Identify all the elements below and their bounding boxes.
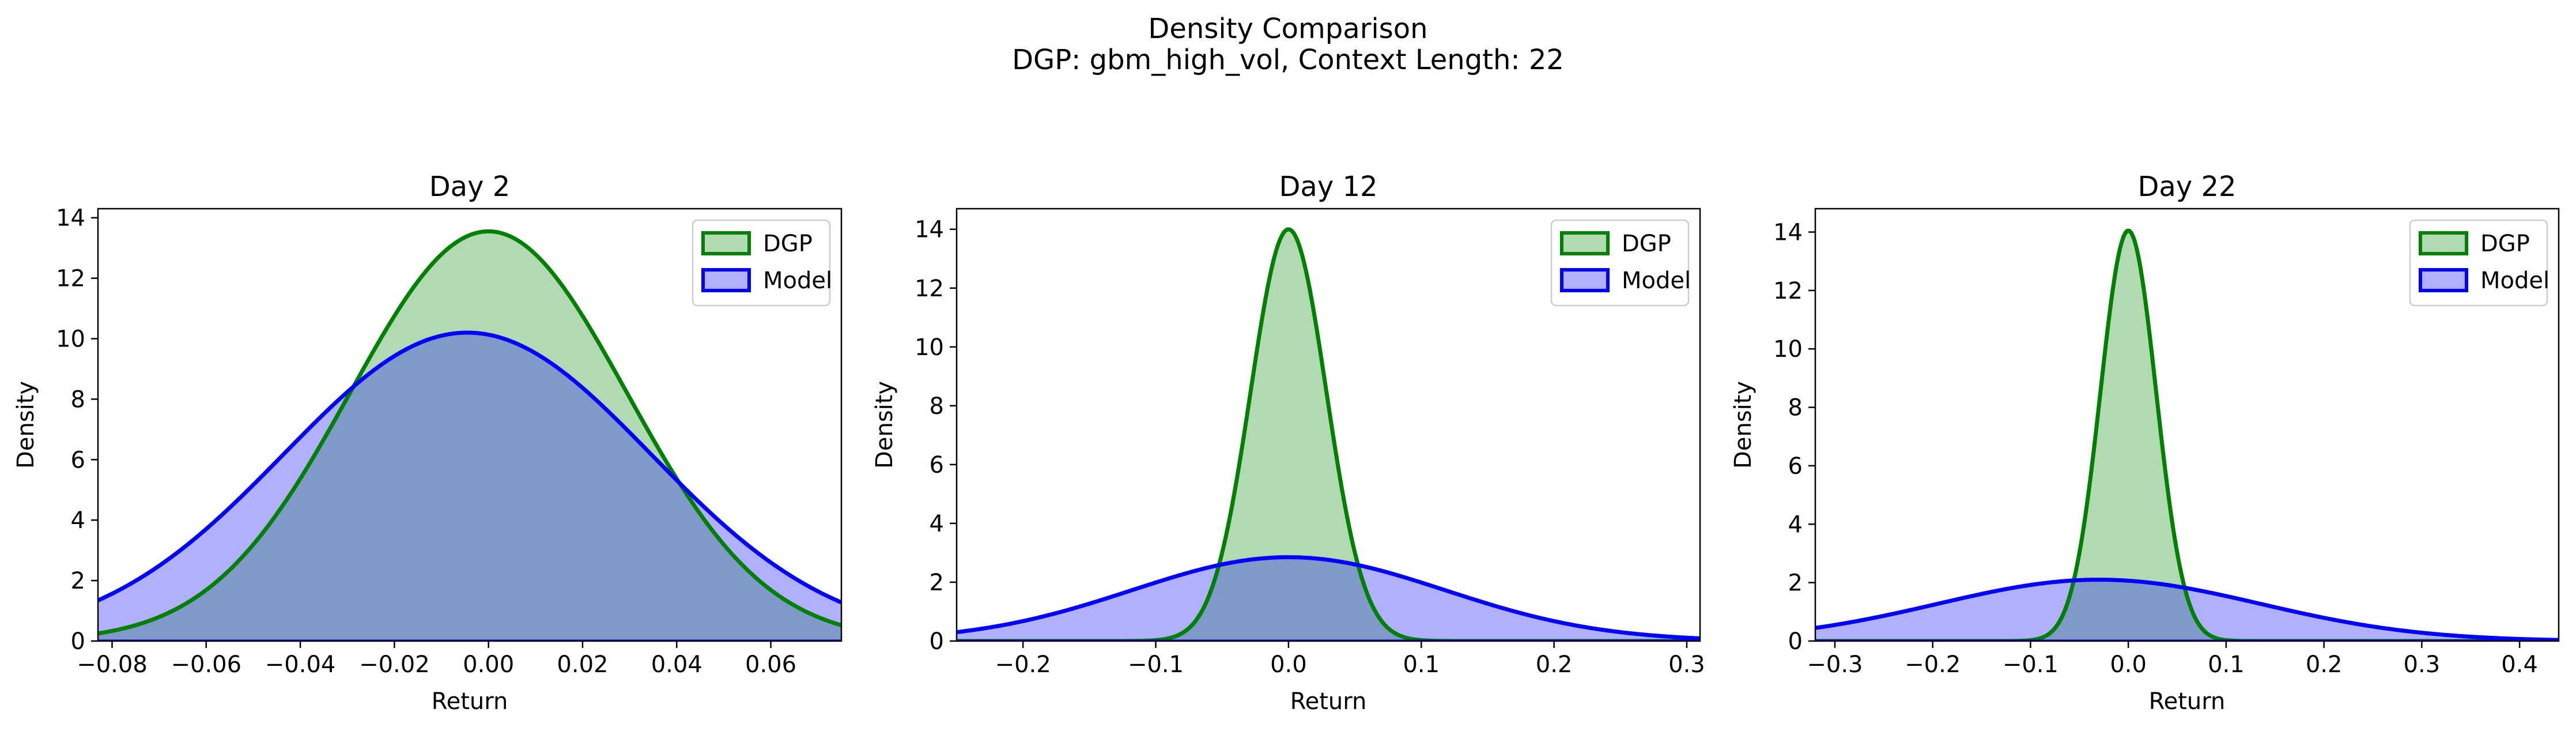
legend-label: DGP <box>2480 231 2530 257</box>
panel-title: Day 22 <box>2137 171 2236 203</box>
x-tick-label: 0.2 <box>2306 651 2343 678</box>
x-tick-label: 0.4 <box>2501 651 2538 678</box>
legend-label: DGP <box>763 231 813 257</box>
x-axis-label: Return <box>2149 688 2226 715</box>
x-tick-label: −0.2 <box>1905 651 1961 678</box>
legend-swatch <box>1560 231 1610 255</box>
panel-title: Day 12 <box>1279 171 1377 203</box>
y-tick-label: 14 <box>1773 220 1803 246</box>
overlap-area <box>98 333 841 641</box>
y-tick-label: 6 <box>1788 453 1803 480</box>
y-tick-label: 0 <box>930 628 944 655</box>
x-tick-label: 0.3 <box>2404 651 2441 678</box>
x-tick-label: −0.1 <box>1128 651 1184 678</box>
legend-swatch <box>701 231 751 255</box>
x-tick-label: −0.02 <box>359 651 430 678</box>
y-tick-label: 0 <box>71 628 85 655</box>
y-tick-label: 10 <box>1773 336 1803 363</box>
y-tick-label: 8 <box>930 393 944 420</box>
figure-subtitle: DGP: gbm_high_vol, Context Length: 22 <box>1012 44 1564 76</box>
axes-frame <box>955 208 1701 642</box>
y-axis-label: Density <box>1730 381 1757 469</box>
legend-swatch <box>2419 268 2468 292</box>
overlap-area <box>957 557 1700 641</box>
y-tick-label: 4 <box>71 507 85 534</box>
legend-label: Model <box>2480 267 2549 294</box>
x-tick-label: 0.02 <box>557 651 608 678</box>
y-tick-label: 2 <box>1788 570 1803 597</box>
x-tick-label: 0.1 <box>1403 651 1440 678</box>
dgp-line <box>957 227 1700 641</box>
x-tick-label: −0.1 <box>2003 651 2058 678</box>
dgp-line <box>98 229 841 636</box>
x-axis-label: Return <box>432 688 508 715</box>
x-tick-label: 0.06 <box>745 651 796 678</box>
legend-swatch <box>1560 268 1610 292</box>
y-tick-label: 10 <box>56 326 85 353</box>
model-line <box>98 330 841 605</box>
y-tick-label: 14 <box>915 217 944 243</box>
x-tick-label: −0.04 <box>265 651 336 678</box>
legend: DGP Model <box>2409 219 2549 307</box>
panel-1: −0.08 −0.06 −0.04 −0.02 0.00 0.02 0.04 0.06 0 2 4 6… <box>13 171 843 715</box>
y-tick-label: 12 <box>915 276 944 302</box>
overlap-area <box>1815 579 2559 641</box>
y-tick-label: 12 <box>1773 278 1803 304</box>
y-tick-label: 2 <box>71 568 85 594</box>
legend-label: DGP <box>1622 231 1671 257</box>
legend-swatch <box>2419 231 2468 255</box>
y-tick-label: 10 <box>915 334 944 361</box>
legend-label: Model <box>1622 267 1691 294</box>
dgp-area <box>957 229 1700 641</box>
y-tick-label: 8 <box>1788 395 1803 421</box>
panel-2: −0.2 −0.1 0.0 0.1 0.2 0.3 0 2 4 6 8 10 12 14 Day 12 Ret… <box>871 171 1705 715</box>
model-line <box>957 555 1700 640</box>
figure-title: Density Comparison <box>1148 13 1428 45</box>
legend-label: Model <box>763 267 832 294</box>
y-axis-label: Density <box>13 381 39 469</box>
y-tick-label: 2 <box>930 570 944 596</box>
model-line <box>1815 578 2559 641</box>
x-tick-label: −0.06 <box>171 651 241 678</box>
panel-3: −0.3 −0.2 −0.1 0.0 0.1 0.2 0.3 0.4 0 2 4 6 8 10 12 14 Da… <box>1730 171 2560 715</box>
x-tick-label: 0.0 <box>2110 651 2147 678</box>
y-tick-label: 4 <box>1788 511 1803 538</box>
axes-frame <box>97 208 843 642</box>
x-tick-label: 0.2 <box>1536 651 1573 678</box>
axes-frame <box>1814 208 2560 642</box>
x-tick-label: 0.0 <box>1270 651 1307 678</box>
y-tick-label: 12 <box>56 266 85 292</box>
x-tick-label: −0.2 <box>995 651 1051 678</box>
x-tick-label: 0.3 <box>1668 651 1705 678</box>
x-tick-label: −0.08 <box>77 651 148 678</box>
dgp-line <box>1815 228 2559 641</box>
x-tick-label: 0.00 <box>463 651 514 678</box>
x-axis-label: Return <box>1290 688 1367 715</box>
y-axis-label: Density <box>871 381 898 469</box>
legend: DGP Model <box>692 219 832 307</box>
x-tick-label: 0.1 <box>2208 651 2245 678</box>
y-tick-label: 0 <box>1788 628 1803 655</box>
x-tick-label: 0.04 <box>651 651 702 678</box>
y-tick-label: 4 <box>930 511 944 537</box>
y-tick-label: 14 <box>56 205 85 232</box>
y-tick-label: 6 <box>71 447 85 473</box>
panel-title: Day 2 <box>429 171 511 203</box>
x-tick-label: −0.3 <box>1807 651 1863 678</box>
legend-swatch <box>701 268 751 292</box>
legend: DGP Model <box>1550 219 1691 307</box>
y-tick-label: 6 <box>930 452 944 478</box>
y-tick-label: 8 <box>71 386 85 413</box>
